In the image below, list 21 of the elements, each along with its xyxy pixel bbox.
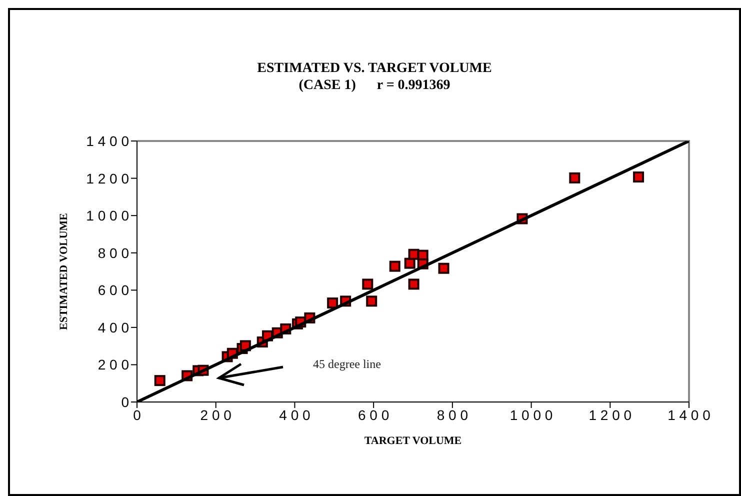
y-tick-label: 4 0 0 — [98, 319, 130, 336]
y-tick-label: 1 4 0 0 — [86, 132, 130, 149]
x-tick-label: 4 0 0 — [279, 406, 310, 423]
x-tick-label: 1 4 0 0 — [668, 406, 711, 423]
x-axis-title: TARGET VOLUME — [364, 435, 462, 447]
x-tick-label: 1 2 0 0 — [588, 406, 632, 423]
y-tick-label: 8 0 0 — [98, 244, 130, 261]
x-tick-label: 6 0 0 — [358, 406, 390, 423]
chart-title: ESTIMATED VS. TARGET VOLUME — [256, 60, 493, 77]
y-tick-label: 0 — [121, 394, 130, 410]
x-tick-label: 0 — [133, 406, 142, 423]
x-tick-label: 2 0 0 — [200, 406, 232, 423]
annotation: 45 degree line — [313, 357, 381, 371]
x-tick-label: 8 0 0 — [436, 406, 468, 423]
y-tick-label: 2 0 0 — [98, 356, 130, 373]
y-axis-title: ESTIMATED VOLUME — [58, 212, 70, 330]
y-tick-label: 1 2 0 0 — [86, 170, 130, 186]
x-tick-label: 1 0 0 0 — [510, 406, 553, 423]
y-tick-label: 1 0 0 0 — [86, 208, 130, 224]
y-tick-label: 6 0 0 — [98, 282, 130, 298]
chart-subtitle: (CASE 1) r = 0.991369 — [298, 77, 452, 94]
